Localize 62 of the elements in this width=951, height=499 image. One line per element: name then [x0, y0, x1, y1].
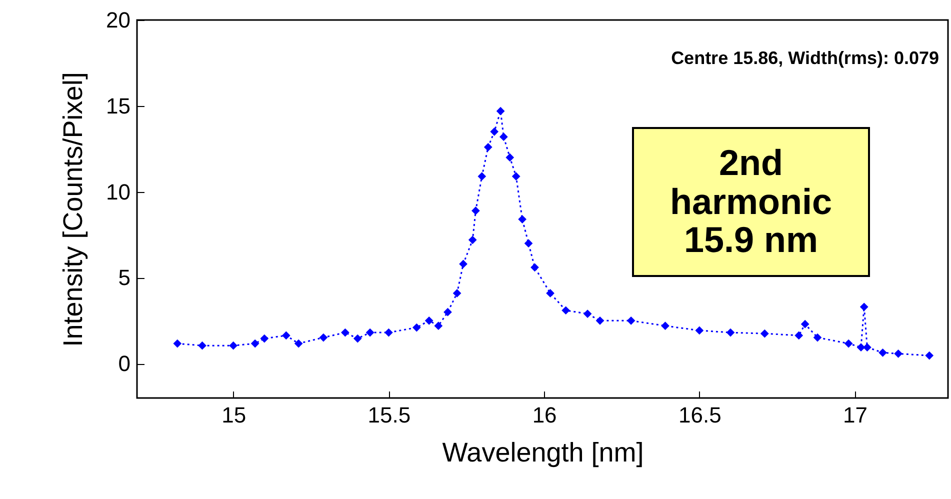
point	[506, 153, 514, 162]
point	[260, 334, 269, 343]
y-axis-title: Intensity [Counts/Pixel]	[58, 72, 88, 347]
point	[661, 322, 670, 330]
point	[844, 339, 853, 348]
point	[794, 331, 804, 340]
point	[583, 310, 592, 318]
x-tick-label: 15	[222, 402, 246, 428]
point	[726, 328, 735, 337]
annotation: Centre 15.86, Width(rms): 0.079	[671, 48, 939, 69]
point	[198, 341, 206, 350]
x-axis-title: Wavelength [nm]	[442, 438, 644, 468]
x-tick-label: 16	[532, 402, 557, 428]
x-tick-label: 17	[843, 402, 868, 428]
point	[366, 328, 374, 337]
point	[468, 236, 477, 244]
point	[878, 348, 887, 357]
point	[319, 333, 328, 342]
point	[452, 289, 462, 298]
point	[518, 215, 526, 224]
point	[250, 339, 260, 348]
point	[424, 316, 434, 325]
point	[472, 206, 480, 215]
point	[524, 239, 533, 248]
point	[173, 339, 182, 348]
point	[860, 302, 868, 312]
y-tick-label: 20	[106, 8, 130, 32]
point	[512, 172, 520, 181]
point	[496, 106, 505, 116]
point	[530, 263, 539, 272]
point	[800, 320, 810, 328]
point	[484, 142, 492, 152]
y-tick-label: 10	[106, 179, 130, 204]
point	[444, 308, 452, 316]
annotation: 2nd harmonic 15.9 nm	[632, 127, 870, 277]
point	[894, 349, 902, 358]
point	[813, 333, 822, 342]
x-tick-label: 15.5	[368, 402, 411, 428]
point	[925, 351, 934, 360]
point	[863, 343, 872, 352]
point	[499, 132, 508, 142]
point	[626, 316, 636, 325]
y-tick-label: 5	[118, 265, 130, 290]
point	[478, 172, 486, 181]
point	[282, 331, 290, 340]
point	[434, 322, 443, 330]
point	[294, 339, 303, 348]
y-tick-label: 15	[106, 93, 130, 118]
point	[229, 341, 238, 350]
point	[341, 328, 350, 337]
y-tick-label: 0	[118, 351, 130, 376]
point	[353, 334, 362, 343]
point	[596, 316, 604, 325]
point	[384, 328, 393, 337]
point	[490, 128, 499, 136]
point	[546, 289, 554, 298]
point	[695, 326, 704, 335]
point	[562, 306, 570, 315]
point	[459, 260, 468, 268]
x-tick-label: 16.5	[678, 402, 722, 428]
point	[412, 323, 421, 332]
point	[760, 329, 769, 338]
